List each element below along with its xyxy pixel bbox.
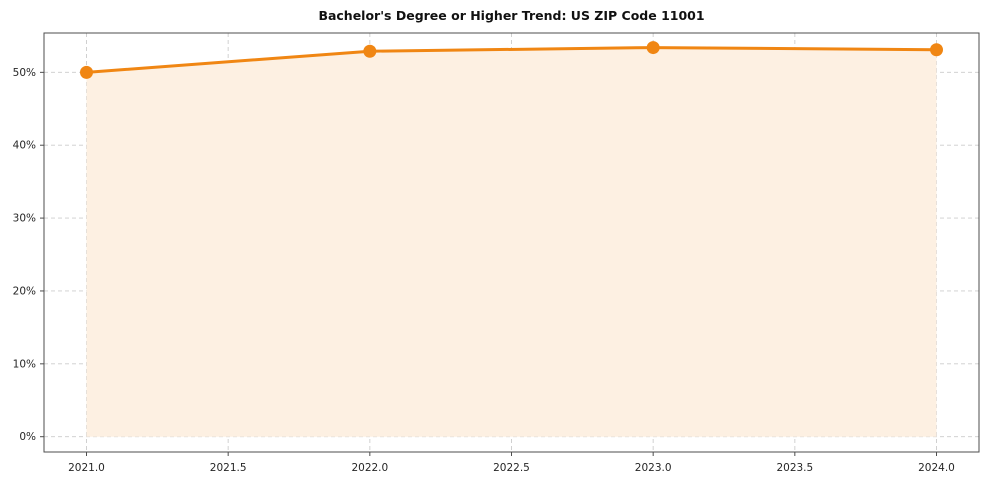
area-fill-layer bbox=[86, 47, 937, 437]
y-tick-label: 0% bbox=[19, 431, 36, 443]
data-point-marker bbox=[646, 41, 660, 55]
x-tick-label: 2023.5 bbox=[776, 462, 813, 474]
tick-labels-layer: 2021.0 2021.5 2022.0 2022.5 2023.0 2023.5 2024… bbox=[13, 67, 955, 474]
data-point-markers-layer bbox=[80, 41, 943, 79]
y-tick-label: 30% bbox=[13, 213, 36, 225]
y-tick-label: 40% bbox=[13, 140, 36, 152]
x-tick-label: 2022.5 bbox=[493, 462, 530, 474]
y-tick-label: 50% bbox=[13, 67, 36, 79]
x-tick-label: 2023.0 bbox=[635, 462, 672, 474]
data-point-marker bbox=[363, 44, 377, 58]
data-point-marker bbox=[930, 43, 943, 57]
series-area-fill bbox=[86, 47, 937, 437]
chart-title: Bachelor's Degree or Higher Trend: US ZI… bbox=[318, 8, 704, 23]
data-point-marker bbox=[80, 65, 93, 79]
x-tick-label: 2024.0 bbox=[918, 462, 955, 474]
axes-layer bbox=[40, 32, 980, 456]
y-tick-label: 20% bbox=[13, 285, 36, 297]
x-tick-label: 2022.0 bbox=[351, 462, 388, 474]
line-series-layer bbox=[85, 46, 938, 74]
x-tick-label: 2021.5 bbox=[210, 462, 247, 474]
y-tick-label: 10% bbox=[13, 358, 36, 370]
trend-line bbox=[85, 46, 938, 74]
x-tick-label: 2021.0 bbox=[68, 462, 105, 474]
